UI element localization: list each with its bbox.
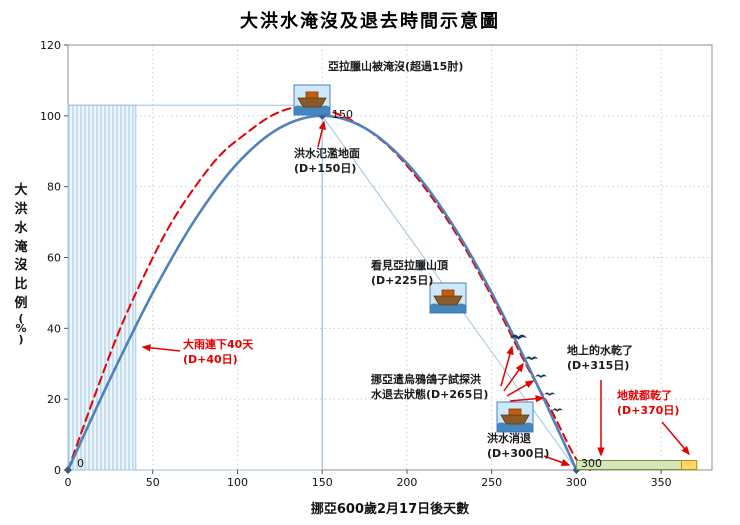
annotation-line: 看見亞拉臘山頂 bbox=[371, 259, 448, 272]
x-tick-label: 150 bbox=[312, 476, 333, 489]
chart-title: 大洪水淹沒及退去時間示意圖 bbox=[240, 11, 500, 32]
point-label-peak: 150 bbox=[332, 108, 353, 121]
bird-icon bbox=[525, 356, 539, 361]
arrow-rain40-to-curve bbox=[141, 344, 181, 352]
arrow-earth-dry-to-bar bbox=[661, 421, 690, 456]
annotation-ararat-submerged: 亞拉臘山被淹沒(超過15肘) bbox=[328, 60, 464, 73]
point-label-end: 300 bbox=[581, 457, 602, 470]
bird-icon bbox=[552, 408, 563, 412]
ark-icon bbox=[293, 84, 331, 116]
y-tick-label: 120 bbox=[40, 39, 61, 52]
arrow-flood-recede-to-end bbox=[543, 455, 571, 466]
ark-icon bbox=[496, 401, 534, 433]
y-tick-label: 0 bbox=[54, 464, 61, 477]
annotation-rain-40-days: 大雨連下40天 (D+40日) bbox=[183, 338, 253, 368]
y-axis-title-char: 沒 bbox=[14, 258, 28, 274]
point-label-origin: 0 bbox=[77, 457, 84, 470]
plot-border bbox=[67, 44, 713, 471]
annotation-raven-dove: 挪亞遣烏鴉鴿子試探洪 水退去狀態(D+265日) bbox=[371, 373, 488, 403]
annotation-flood-recede: 洪水消退 (D+300日) bbox=[487, 432, 549, 462]
annotation-line: (D+315日) bbox=[567, 358, 630, 372]
y-axis-title-char: 大 bbox=[14, 183, 28, 198]
rain-period-band bbox=[67, 104, 137, 471]
y-tick-label: 20 bbox=[47, 393, 61, 406]
annotation-see-ararat: 看見亞拉臘山頂 (D+225日) bbox=[371, 259, 448, 289]
x-axis-title: 挪亞600歲2月17日後天數 bbox=[310, 502, 470, 517]
annotation-line: 洪水消退 bbox=[487, 432, 531, 445]
y-tick-label: 80 bbox=[47, 181, 61, 194]
y-axis-title-unit-char: % bbox=[15, 322, 27, 336]
y-axis-title-char: 比 bbox=[14, 277, 28, 293]
y-tick-label: 40 bbox=[47, 322, 61, 335]
x-tick-label: 250 bbox=[481, 476, 502, 489]
annotation-line: (D+370日) bbox=[617, 403, 680, 417]
y-axis-title-char: 例 bbox=[14, 296, 28, 312]
annotation-line: 地上的水乾了 bbox=[567, 344, 633, 357]
x-tick-label: 350 bbox=[651, 476, 672, 489]
annotation-line: 洪水氾濫地面 bbox=[294, 147, 360, 160]
y-axis-title-char: 洪 bbox=[14, 201, 28, 217]
dry-ground-bar-yellow bbox=[680, 460, 698, 470]
arrow-flood-covers-to-peak bbox=[317, 120, 326, 148]
y-axis-title-unit-char: ) bbox=[18, 332, 24, 346]
x-tick-label: 100 bbox=[227, 476, 248, 489]
y-axis-title: 大洪水淹沒比例(%) bbox=[10, 182, 32, 345]
annotation-line: (D+40日) bbox=[183, 352, 238, 366]
annotation-flood-covers: 洪水氾濫地面 (D+150日) bbox=[294, 147, 360, 177]
y-axis-title-char: 水 bbox=[14, 220, 28, 236]
annotation-line: 挪亞遣烏鴉鴿子試探洪 bbox=[371, 373, 481, 386]
annotation-earth-dry: 地就都乾了 (D+370日) bbox=[617, 389, 679, 419]
annotation-line: 地就都乾了 bbox=[617, 389, 672, 402]
annotation-line: (D+300日) bbox=[487, 446, 550, 460]
y-tick-label: 100 bbox=[40, 110, 61, 123]
arrow-raven-3 bbox=[506, 380, 535, 397]
arrow-raven-1 bbox=[500, 345, 514, 387]
bird-icon bbox=[535, 374, 547, 378]
annotation-line: 大雨連下40天 bbox=[183, 338, 254, 351]
arrow-raven-2 bbox=[503, 362, 524, 392]
x-tick-label: 0 bbox=[65, 476, 72, 489]
annotation-line: (D+225日) bbox=[371, 273, 434, 287]
x-tick-label: 200 bbox=[396, 476, 417, 489]
annotation-water-dried: 地上的水乾了 (D+315日) bbox=[567, 344, 633, 374]
bird-icon bbox=[544, 392, 556, 396]
arrow-raven-4 bbox=[509, 394, 545, 403]
y-axis-title-unit-char: ( bbox=[18, 311, 24, 325]
x-tick-label: 300 bbox=[566, 476, 587, 489]
annotation-line: (D+150日) bbox=[294, 161, 357, 175]
annotation-line: 水退去狀態(D+265日) bbox=[371, 387, 489, 401]
y-tick-label: 60 bbox=[47, 252, 61, 265]
x-tick-label: 50 bbox=[146, 476, 160, 489]
y-axis-title-char: 淹 bbox=[14, 239, 28, 255]
